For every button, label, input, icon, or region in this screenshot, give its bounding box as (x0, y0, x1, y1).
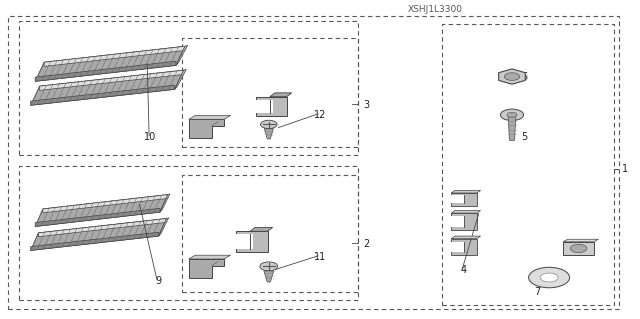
Polygon shape (451, 211, 481, 213)
Polygon shape (31, 85, 175, 105)
Bar (451, 241, 464, 252)
Circle shape (529, 267, 570, 288)
Polygon shape (31, 219, 166, 250)
Text: 4: 4 (461, 264, 467, 275)
Text: 2: 2 (363, 239, 369, 249)
Bar (182, 175, 358, 292)
Polygon shape (189, 119, 224, 138)
Polygon shape (35, 208, 160, 226)
Circle shape (570, 244, 587, 253)
Bar (182, 38, 358, 147)
Polygon shape (35, 61, 176, 81)
Bar (451, 239, 477, 255)
Bar (451, 195, 464, 204)
Bar (256, 97, 287, 116)
Polygon shape (270, 93, 292, 97)
Text: 6: 6 (522, 71, 528, 82)
Circle shape (507, 112, 517, 117)
Bar (236, 234, 253, 249)
Polygon shape (264, 271, 274, 282)
Text: 9: 9 (156, 276, 162, 286)
Polygon shape (40, 70, 184, 90)
Polygon shape (35, 195, 168, 226)
Polygon shape (264, 129, 273, 139)
Text: 11: 11 (314, 252, 326, 262)
Text: 7: 7 (534, 287, 541, 297)
Polygon shape (563, 239, 598, 242)
Polygon shape (176, 45, 188, 65)
Bar (256, 100, 273, 114)
Bar (19, 21, 358, 155)
Polygon shape (451, 190, 481, 193)
Polygon shape (250, 227, 273, 231)
Polygon shape (31, 232, 159, 250)
Circle shape (500, 109, 524, 121)
Polygon shape (189, 115, 230, 119)
Circle shape (260, 262, 278, 271)
Bar (442, 24, 614, 305)
Bar (563, 242, 594, 255)
Bar (236, 231, 268, 252)
Bar (451, 213, 477, 230)
Text: 3: 3 (363, 100, 369, 110)
Polygon shape (31, 70, 184, 105)
Polygon shape (508, 115, 516, 140)
Polygon shape (38, 219, 166, 237)
Bar (451, 193, 477, 206)
Text: 5: 5 (522, 132, 528, 142)
Text: XSHJ1L3300: XSHJ1L3300 (408, 5, 463, 14)
Polygon shape (35, 46, 185, 81)
Circle shape (504, 73, 520, 80)
Polygon shape (159, 218, 169, 236)
Circle shape (260, 120, 277, 129)
Polygon shape (189, 255, 230, 259)
Polygon shape (44, 46, 185, 66)
Polygon shape (43, 195, 168, 213)
Polygon shape (451, 236, 481, 239)
Polygon shape (160, 194, 170, 212)
Polygon shape (189, 259, 224, 278)
Text: 1: 1 (622, 164, 628, 174)
Circle shape (540, 273, 558, 282)
Text: 12: 12 (314, 110, 326, 120)
Polygon shape (175, 69, 186, 89)
Bar (19, 166, 358, 300)
Polygon shape (499, 69, 525, 84)
Text: 8: 8 (586, 247, 592, 257)
Bar (451, 216, 464, 227)
Text: 10: 10 (144, 132, 157, 142)
